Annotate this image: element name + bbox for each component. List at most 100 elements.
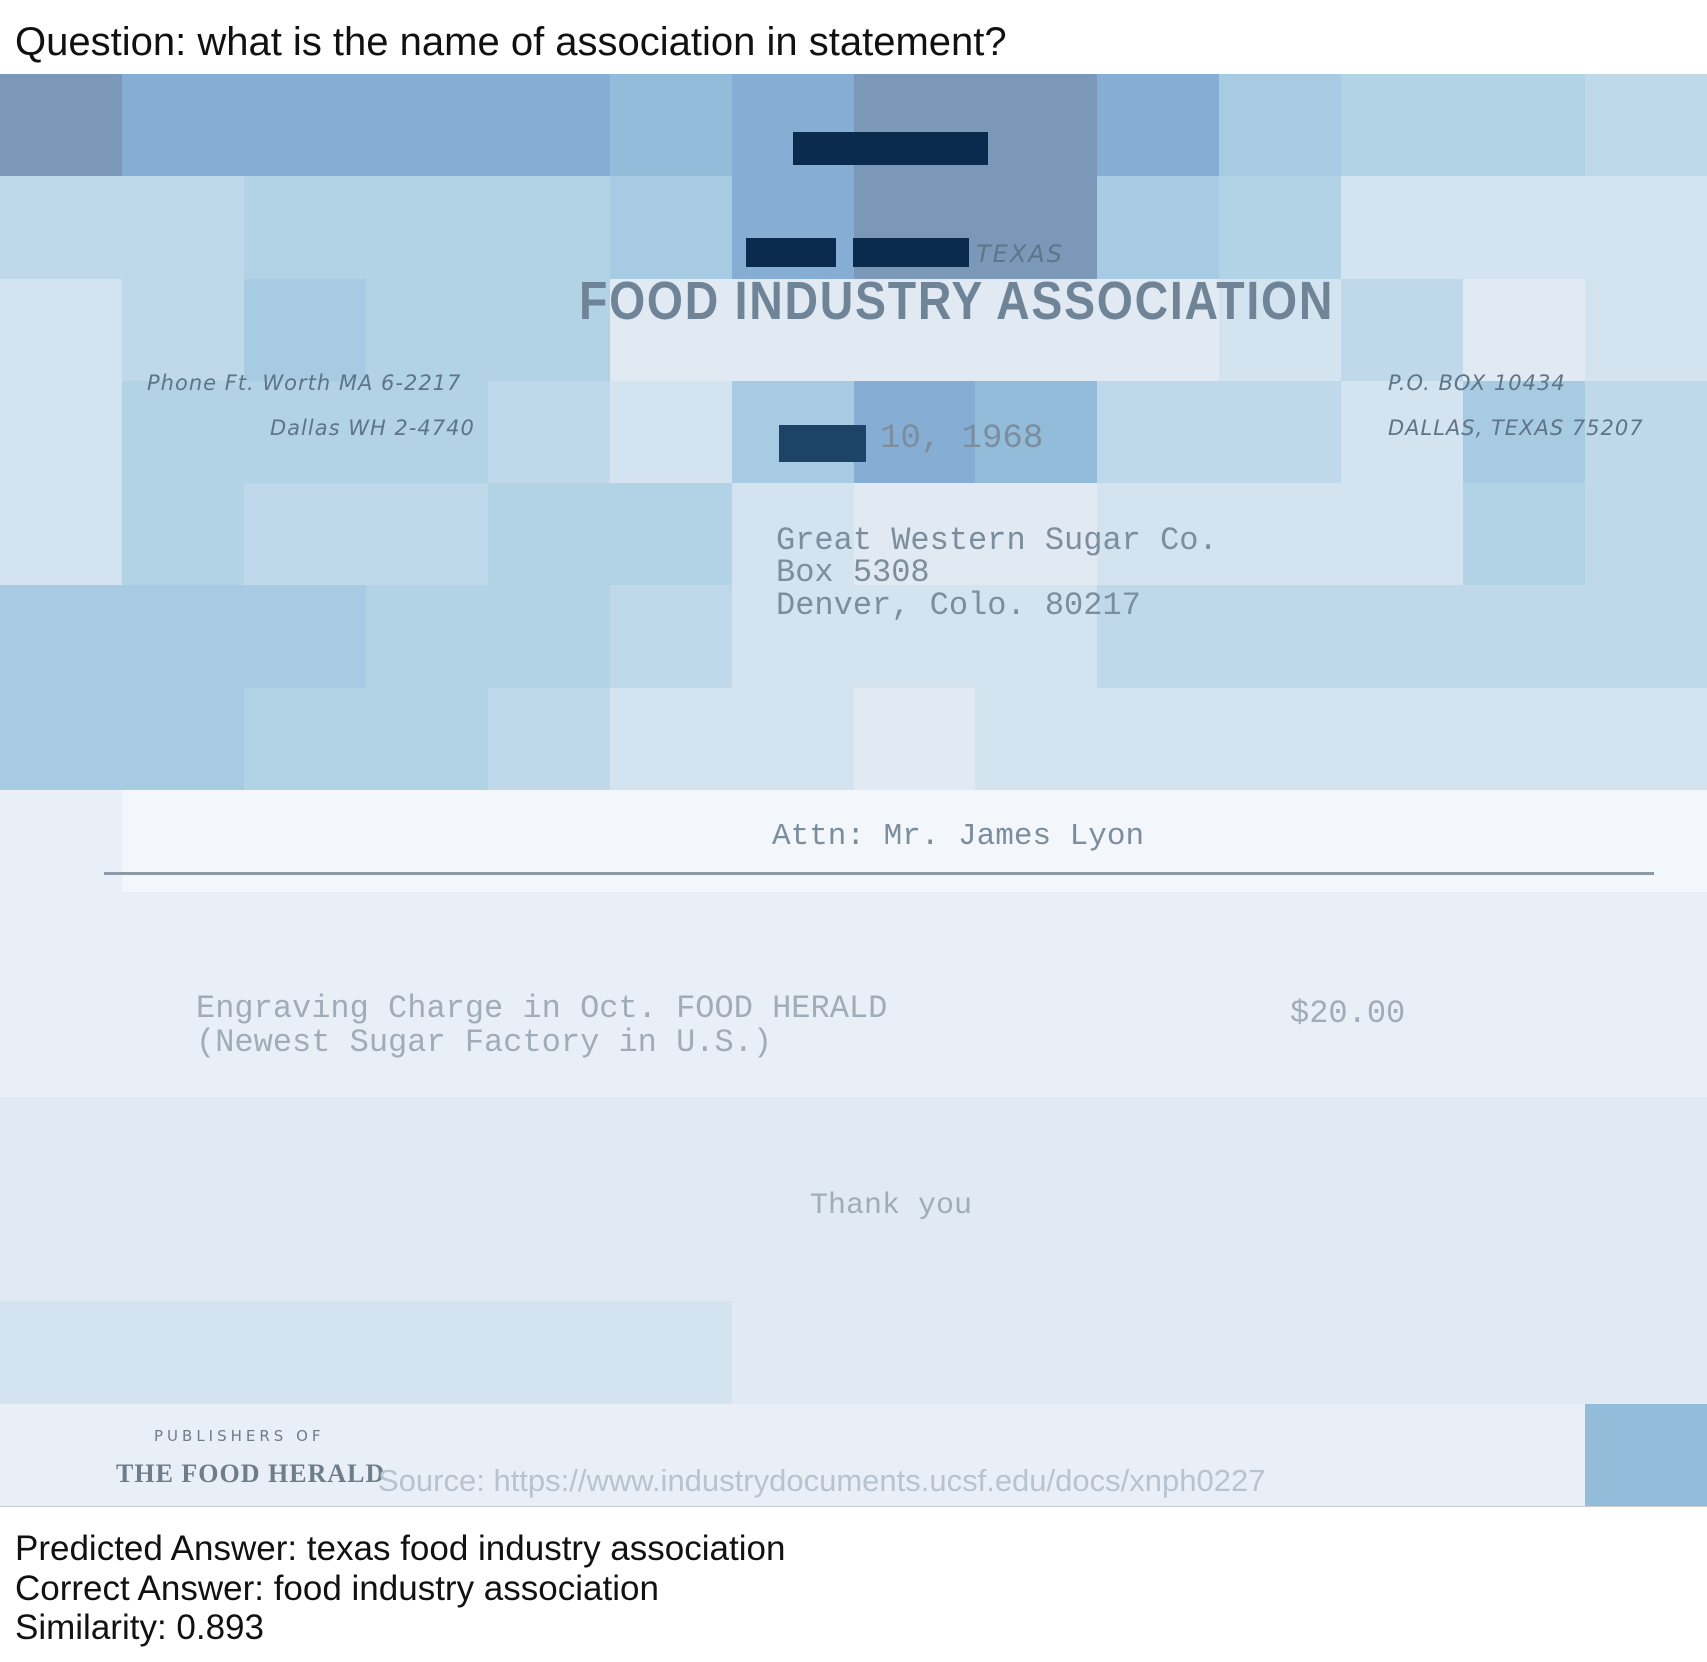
- heatmap-tile: [1585, 585, 1707, 688]
- heatmap-tile: [1585, 483, 1707, 586]
- heatmap-tile: [0, 789, 122, 893]
- recipient-city: Denver, Colo. 80217: [776, 587, 1141, 624]
- heatmap-tile: [731, 1199, 854, 1302]
- heatmap-tile: [1341, 74, 1464, 177]
- phone-line-1: Phone Ft. Worth MA 6-2217: [147, 371, 462, 395]
- phone-line-2: Dallas WH 2-4740: [270, 416, 475, 440]
- heatmap-tile: [121, 1096, 244, 1200]
- heatmap-tile: [731, 483, 854, 586]
- heatmap-tile: [1585, 789, 1707, 893]
- statement-date: 10, 1968: [880, 420, 1044, 458]
- heatmap-tile: [243, 585, 366, 688]
- heatmap-tile: [731, 994, 854, 1097]
- heatmap-tile: [853, 278, 976, 381]
- heatmap-tile: [365, 994, 488, 1097]
- heatmap-tile: [1463, 380, 1586, 484]
- heatmap-tile: [975, 483, 1098, 586]
- divider-rule: [104, 872, 1654, 875]
- heatmap-tile: [853, 585, 976, 688]
- heatmap-tile: [1585, 687, 1707, 790]
- predicted-answer: Predicted Answer: texas food industry as…: [15, 1529, 786, 1568]
- heatmap-tile: [853, 994, 976, 1097]
- heatmap-tile: [121, 380, 244, 484]
- heatmap-tile: [1341, 1403, 1464, 1506]
- heatmap-tile: [0, 380, 122, 484]
- heatmap-tile: [1097, 892, 1220, 995]
- heatmap-tile: [1219, 1096, 1342, 1200]
- heatmap-tile: [853, 1096, 976, 1200]
- closing-text: Thank you: [810, 1189, 973, 1223]
- heatmap-tile: [1463, 74, 1586, 177]
- heatmap-tile: [487, 994, 610, 1097]
- heatmap-tile: [1585, 1096, 1707, 1200]
- heatmap-tile: [853, 483, 976, 586]
- heatmap-tile: [975, 176, 1098, 279]
- heatmap-tile: [1341, 585, 1464, 688]
- heatmap-tile: [853, 1403, 976, 1506]
- heatmap-tile: [975, 1403, 1098, 1506]
- heatmap-tile: [1219, 1403, 1342, 1506]
- heatmap-tile: [609, 176, 732, 279]
- heatmap-tile: [0, 994, 122, 1097]
- heatmap-tile: [731, 1301, 854, 1404]
- heatmap-tile: [1219, 74, 1342, 177]
- heatmap-tile: [487, 483, 610, 586]
- heatmap-tile: [853, 892, 976, 995]
- heatmap-tile: [243, 1403, 366, 1506]
- heatmap-tile: [0, 278, 122, 381]
- heatmap-tile: [1097, 380, 1220, 484]
- heatmap-tile: [121, 278, 244, 381]
- heatmap-tile: [1219, 176, 1342, 279]
- heatmap-tile: [1341, 1301, 1464, 1404]
- city-state-zip: DALLAS, TEXAS 75207: [1388, 416, 1644, 440]
- heatmap-tile: [365, 74, 488, 177]
- heatmap-tile: [1585, 1199, 1707, 1302]
- heatmap-tile: [1219, 1199, 1342, 1302]
- letterhead-state: TEXAS: [976, 240, 1064, 268]
- heatmap-tile: [0, 176, 122, 279]
- heatmap-tile: [975, 1096, 1098, 1200]
- heatmap-tile: [1097, 1301, 1220, 1404]
- heatmap-tile: [121, 1301, 244, 1404]
- heatmap-tile: [1463, 1301, 1586, 1404]
- heatmap-tile: [731, 789, 854, 893]
- heatmap-tile: [1219, 687, 1342, 790]
- heatmap-tile: [121, 892, 244, 995]
- heatmap-tile: [121, 483, 244, 586]
- heatmap-tile: [853, 687, 976, 790]
- heatmap-tile: [1341, 1096, 1464, 1200]
- heatmap-tile: [243, 278, 366, 381]
- heatmap-tile: [121, 1403, 244, 1506]
- heatmap-tile: [243, 380, 366, 484]
- heatmap-tile: [1341, 483, 1464, 586]
- heatmap-tile: [487, 687, 610, 790]
- heatmap-tile: [1219, 380, 1342, 484]
- heatmap-tile: [121, 789, 244, 893]
- similarity-score: Similarity: 0.893: [15, 1608, 264, 1647]
- heatmap-tile: [1585, 278, 1707, 381]
- heatmap-tile: [0, 1301, 122, 1404]
- publishers-of-label: PUBLISHERS OF: [154, 1427, 325, 1445]
- heatmap-tile: [487, 1403, 610, 1506]
- heatmap-tile: [1097, 687, 1220, 790]
- heatmap-tile: [1463, 176, 1586, 279]
- heatmap-tile: [853, 380, 976, 484]
- heatmap-tile: [853, 1301, 976, 1404]
- heatmap-tile: [853, 789, 976, 893]
- heatmap-tile: [243, 687, 366, 790]
- heatmap-tile: [975, 994, 1098, 1097]
- heatmap-tile: [243, 1096, 366, 1200]
- heatmap-tile: [0, 687, 122, 790]
- po-box: P.O. BOX 10434: [1388, 371, 1566, 395]
- heatmap-tile: [1341, 176, 1464, 279]
- heatmap-tile: [1585, 1403, 1707, 1506]
- heatmap-tile: [975, 278, 1098, 381]
- heatmap-tile: [0, 74, 122, 177]
- results-panel: Predicted Answer: texas food industry as…: [0, 1506, 1707, 1662]
- redaction-bar: [779, 425, 866, 462]
- heatmap-tile: [609, 483, 732, 586]
- heatmap-tile: [243, 789, 366, 893]
- heatmap-tile: [243, 892, 366, 995]
- heatmap-tile: [1463, 278, 1586, 381]
- heatmap-tile: [609, 74, 732, 177]
